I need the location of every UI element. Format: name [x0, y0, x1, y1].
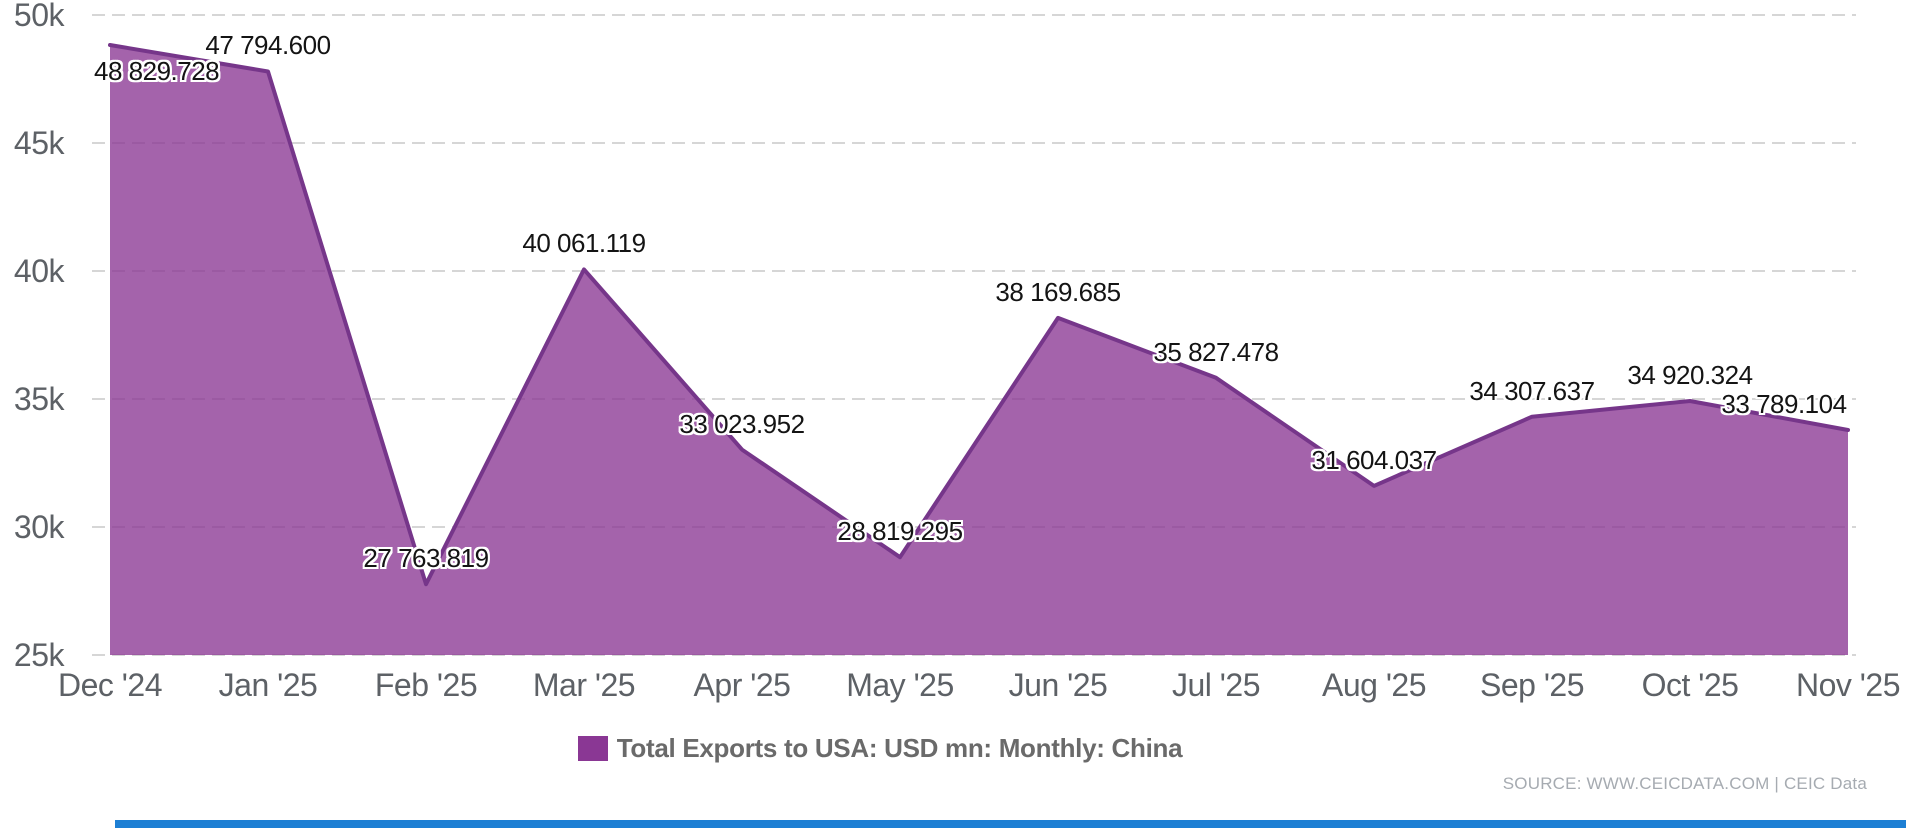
data-label: 31 604.037 — [1311, 444, 1437, 475]
data-label: 33 023.952 — [679, 408, 805, 439]
x-axis-label: Jul '25 — [1172, 667, 1261, 703]
x-axis-label: Nov '25 — [1796, 667, 1901, 703]
x-axis-label: Apr '25 — [693, 667, 791, 703]
data-label: 48 829.728 — [94, 55, 220, 86]
y-axis-label: 35k — [13, 381, 65, 417]
x-axis-label: Jan '25 — [218, 667, 318, 703]
x-axis-label: Aug '25 — [1321, 667, 1427, 703]
x-axis-label: Jun '25 — [1008, 667, 1108, 703]
x-axis-label: Dec '24 — [58, 667, 163, 703]
legend-label: Total Exports to USA: USD mn: Monthly: C… — [616, 733, 1183, 763]
x-axis-label: May '25 — [846, 667, 954, 703]
y-axis-label: 45k — [13, 125, 65, 161]
data-label: 40 061.119 — [522, 228, 646, 259]
data-label: 27 763.819 — [363, 543, 489, 574]
y-axis-label: 40k — [13, 253, 65, 289]
data-label: 28 819.295 — [837, 516, 963, 547]
data-label: 34 920.324 — [1627, 360, 1753, 391]
y-axis-label: 30k — [13, 509, 65, 545]
legend-row: Total Exports to USA: USD mn: Monthly: C… — [0, 733, 1920, 764]
x-axis-label: Oct '25 — [1641, 667, 1739, 703]
y-axis-label: 50k — [13, 0, 65, 33]
legend-swatch — [577, 736, 608, 761]
data-label: 33 789.104 — [1721, 388, 1847, 419]
area-series[interactable] — [110, 45, 1848, 655]
x-axis-label: Feb '25 — [374, 667, 478, 703]
data-label: 38 169.685 — [995, 276, 1121, 307]
source-attribution: SOURCE: WWW.CEICDATA.COM | CEIC Data — [1502, 774, 1867, 793]
legend[interactable]: Total Exports to USA: USD mn: Monthly: C… — [577, 733, 1183, 764]
series-line — [108, 43, 1850, 587]
data-label: 34 307.637 — [1469, 375, 1595, 406]
x-axis-label: Sep '25 — [1479, 667, 1585, 703]
y-axis-label: 25k — [13, 637, 65, 673]
x-axis-label: Mar '25 — [532, 667, 636, 703]
data-label: 47 794.600 — [205, 30, 331, 61]
bottom-blue-bar[interactable] — [115, 820, 1906, 828]
data-label: 35 827.478 — [1153, 336, 1279, 367]
